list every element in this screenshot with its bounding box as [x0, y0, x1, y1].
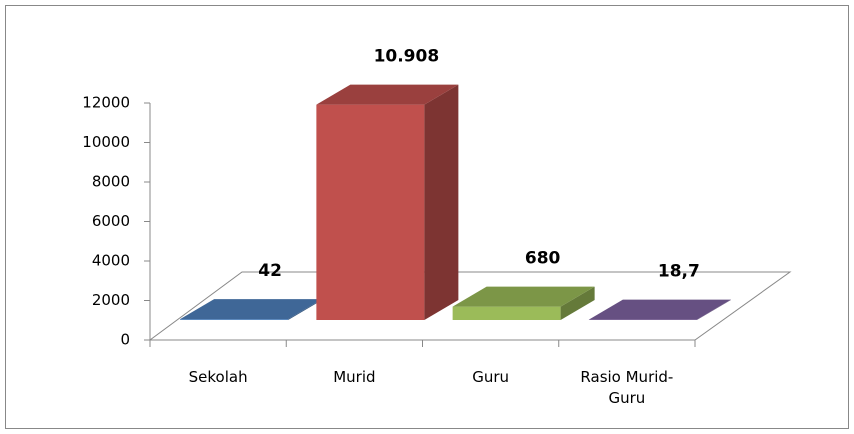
y-tick-label: 8000	[92, 173, 130, 191]
bar-side	[424, 84, 459, 320]
value-label: 18,7	[658, 262, 700, 282]
bar-top	[180, 299, 323, 320]
y-tick-label: 0	[120, 331, 130, 349]
bar-top	[316, 84, 459, 105]
bar	[588, 299, 731, 320]
value-label: 680	[525, 249, 561, 269]
bar-side	[288, 299, 323, 320]
bar-top	[452, 286, 595, 307]
x-tick-label: Murid	[333, 368, 376, 386]
y-tick-label: 4000	[92, 252, 130, 270]
bar-side	[560, 286, 595, 320]
y-tick-label: 12000	[82, 94, 130, 112]
bar-top	[588, 299, 731, 320]
y-tick-label: 10000	[82, 133, 130, 151]
bar-front	[452, 306, 561, 320]
y-tick-label: 6000	[92, 212, 130, 230]
y-tick-label: 2000	[92, 291, 130, 309]
bar	[452, 286, 595, 320]
bar	[180, 299, 323, 320]
bar-side	[696, 299, 731, 320]
value-label: 10.908	[374, 47, 440, 67]
bar-front	[316, 104, 425, 320]
x-tick-label: Guru	[472, 368, 510, 386]
value-label: 42	[258, 261, 282, 281]
bar-front	[180, 319, 289, 320]
bar	[316, 84, 459, 320]
x-tick-label: Rasio Murid-Guru	[580, 368, 674, 407]
x-tick-label: Sekolah	[188, 368, 248, 386]
